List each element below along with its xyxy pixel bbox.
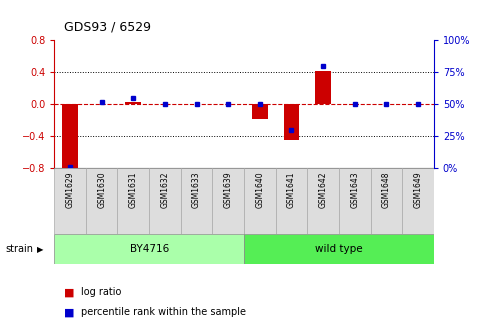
Bar	[315, 72, 331, 104]
Text: GSM1640: GSM1640	[255, 171, 264, 208]
Text: GSM1633: GSM1633	[192, 171, 201, 208]
Bar	[149, 168, 181, 234]
Bar	[244, 234, 434, 264]
Bar	[402, 168, 434, 234]
Bar	[307, 168, 339, 234]
Text: BY4716: BY4716	[130, 244, 169, 254]
Bar	[252, 104, 268, 119]
Bar	[276, 168, 307, 234]
Bar	[86, 168, 117, 234]
Text: GSM1648: GSM1648	[382, 171, 391, 208]
Text: GSM1632: GSM1632	[160, 171, 170, 208]
Text: GSM1641: GSM1641	[287, 171, 296, 208]
Text: GSM1629: GSM1629	[66, 171, 74, 208]
Bar	[54, 168, 86, 234]
Text: ■: ■	[64, 287, 74, 297]
Text: GDS93 / 6529: GDS93 / 6529	[64, 20, 151, 34]
Text: wild type: wild type	[315, 244, 363, 254]
Text: ■: ■	[64, 307, 74, 318]
Text: GSM1649: GSM1649	[414, 171, 423, 208]
Text: GSM1643: GSM1643	[350, 171, 359, 208]
Bar	[339, 168, 371, 234]
Text: GSM1630: GSM1630	[97, 171, 106, 208]
Bar	[117, 168, 149, 234]
Bar	[125, 102, 141, 104]
Text: strain: strain	[5, 244, 33, 254]
Bar	[244, 168, 276, 234]
Bar	[371, 168, 402, 234]
Text: percentile rank within the sample: percentile rank within the sample	[81, 307, 246, 318]
Text: ▶: ▶	[36, 245, 43, 254]
Bar	[283, 104, 299, 140]
Text: GSM1639: GSM1639	[224, 171, 233, 208]
Text: GSM1642: GSM1642	[318, 171, 328, 208]
Bar	[54, 234, 244, 264]
Text: GSM1631: GSM1631	[129, 171, 138, 208]
Bar	[181, 168, 212, 234]
Bar	[212, 168, 244, 234]
Bar	[62, 104, 78, 168]
Text: log ratio: log ratio	[81, 287, 122, 297]
